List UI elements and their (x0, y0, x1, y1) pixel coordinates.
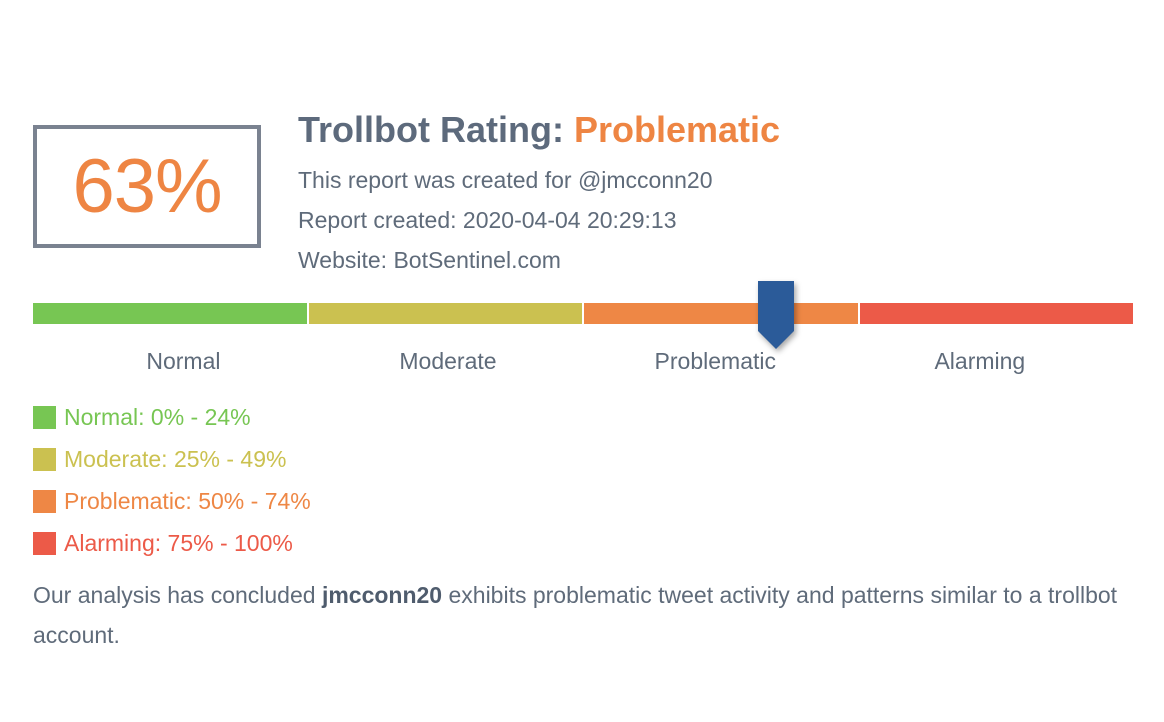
summary-account: jmcconn20 (321, 582, 443, 608)
legend-item: Moderate: 25% - 49% (33, 438, 311, 480)
scale-label-normal: Normal (146, 348, 221, 374)
score-marker-icon (758, 281, 794, 349)
score-value: 63% (72, 144, 222, 229)
legend-label: Alarming: 75% - 100% (64, 529, 293, 556)
legend-swatch (33, 405, 56, 429)
scale-label-alarming: Alarming (934, 348, 1026, 374)
legend-item: Normal: 0% - 24% (33, 396, 311, 438)
legend-label: Moderate: 25% - 49% (64, 445, 287, 472)
scale-segment-normal (33, 303, 307, 324)
rating-title-prefix: Trollbot Rating: (298, 109, 574, 150)
legend-item: Alarming: 75% - 100% (33, 522, 311, 564)
scale-label-moderate: Moderate (399, 348, 497, 374)
analysis-summary: Our analysis has concluded jmcconn20 exh… (33, 575, 1123, 655)
score-box: 63% (33, 125, 261, 248)
scale-segment-problematic (584, 303, 858, 324)
legend-label: Problematic: 50% - 74% (64, 487, 311, 514)
summary-text-before: Our analysis has concluded (33, 582, 322, 608)
summary-text-after: exhibits problematic tweet activity and … (33, 582, 1118, 648)
rating-scale-bar (33, 303, 1133, 324)
created-at-text: Report created: 2020-04-04 20:29:13 (298, 207, 677, 233)
rating-legend: Normal: 0% - 24% Moderate: 25% - 49% Probl… (33, 396, 311, 564)
website-text: Website: BotSentinel.com (298, 247, 561, 273)
rating-value: Problematic (573, 109, 781, 150)
created-for-text: This report was created for @jmcconn20 (298, 167, 713, 193)
scale-segment-alarming (859, 303, 1133, 324)
legend-swatch (33, 447, 56, 471)
legend-swatch (33, 489, 56, 513)
legend-item: Problematic: 50% - 74% (33, 480, 311, 522)
legend-swatch (33, 531, 56, 555)
scale-label-problematic: Problematic (654, 348, 776, 374)
report-header: Trollbot Rating: Problematic This report… (298, 108, 780, 280)
rating-title: Trollbot Rating: Problematic (298, 108, 780, 152)
legend-label: Normal: 0% - 24% (64, 403, 251, 430)
scale-segment-moderate (308, 303, 582, 324)
